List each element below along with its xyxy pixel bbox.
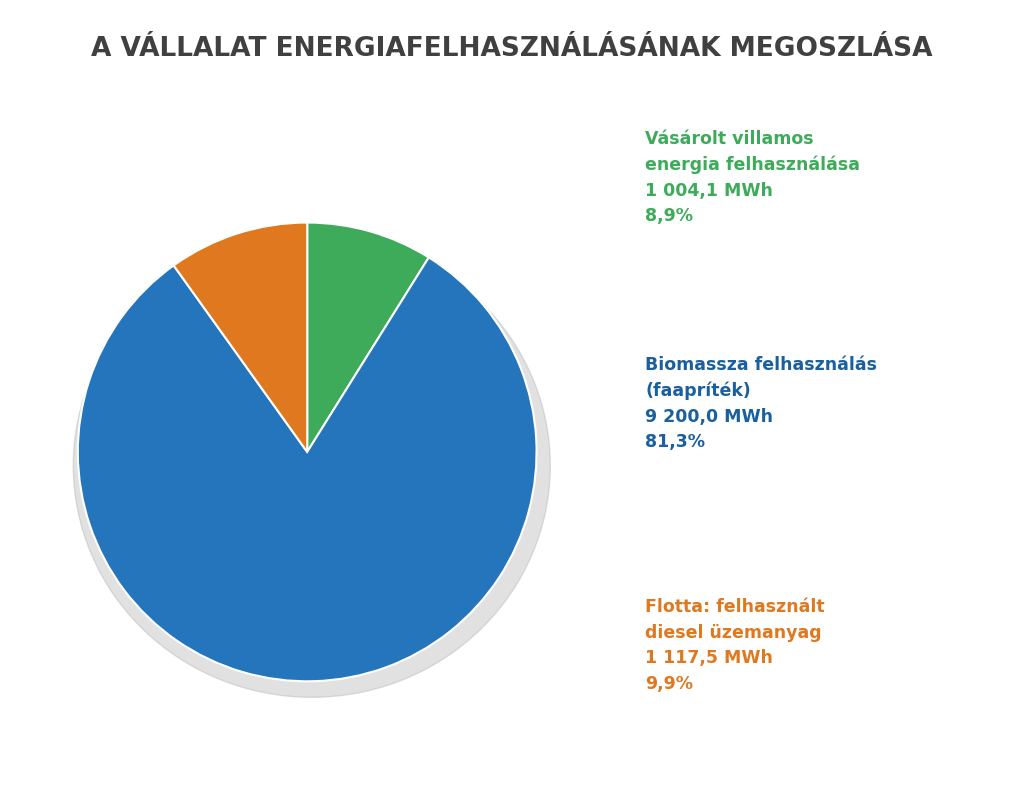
Text: Vásárolt villamos
energia felhasználása
1 004,1 MWh
8,9%: Vásárolt villamos energia felhasználása … bbox=[645, 130, 860, 225]
Ellipse shape bbox=[74, 234, 550, 697]
Text: A VÁLLALAT ENERGIAFELHASZNÁLÁSÁNAK MEGOSZLÁSA: A VÁLLALAT ENERGIAFELHASZNÁLÁSÁNAK MEGOS… bbox=[91, 36, 933, 62]
Wedge shape bbox=[174, 223, 307, 452]
Wedge shape bbox=[78, 257, 537, 681]
Wedge shape bbox=[307, 223, 429, 452]
Text: Flotta: felhasznált
diesel üzemanyag
1 117,5 MWh
9,9%: Flotta: felhasznált diesel üzemanyag 1 1… bbox=[645, 598, 824, 693]
Text: Biomassza felhasználás
(faapríték)
9 200,0 MWh
81,3%: Biomassza felhasználás (faapríték) 9 200… bbox=[645, 356, 878, 451]
